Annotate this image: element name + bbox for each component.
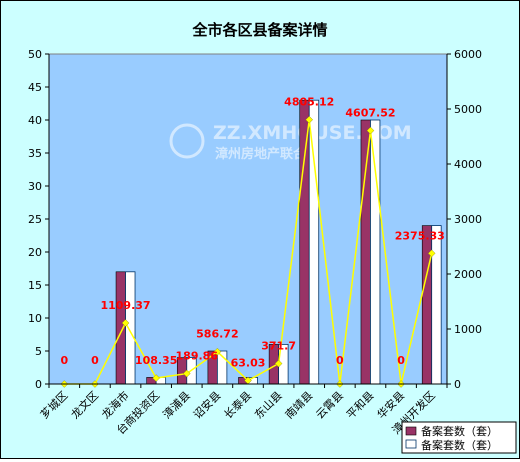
chart-title: 全市各区县备案详情 [191,21,327,39]
line-point [305,115,314,124]
y-tick-label-left: 25 [28,213,42,226]
x-tick-label: 南靖县 [283,389,316,422]
data-label: 371.7 [261,340,296,353]
y-tick-label-left: 35 [28,147,42,160]
y-tick-label-right: 2000 [454,268,482,281]
data-label: 0 [397,354,405,367]
line-point [366,126,375,135]
watermark-line2: 漳州房地产联合网 [215,146,319,162]
bar-series-1 [115,271,126,385]
line-point [274,359,283,368]
y-tick-label-right: 6000 [454,48,482,61]
data-label: 586.72 [196,328,238,341]
y-tick-label-left: 10 [28,312,42,325]
watermark-logo [169,123,205,159]
data-label: 0 [60,354,68,367]
data-label: 0 [336,354,344,367]
bar-series-2 [308,99,320,385]
y-tick-label-left: 30 [28,180,42,193]
legend-swatch-2 [405,439,417,449]
x-tick-label: 东山县 [252,389,285,422]
y-tick-label-right: 1000 [454,323,482,336]
data-label: 2375.33 [395,229,445,242]
bar-series-1 [421,225,432,385]
bar-series-1 [360,119,371,385]
y-tick-label-left: 40 [28,114,42,127]
y-tick-label-right: 0 [454,378,461,391]
x-tick-label: 云霄县 [313,389,346,422]
bar-series-2 [370,119,381,385]
y-tick-label-right: 3000 [454,213,482,226]
y-tick-label-left: 20 [28,246,42,259]
y-tick-label-right: 5000 [454,103,482,116]
legend-label-2: 备案套数（套） [421,438,498,452]
x-tick-label: 长泰县 [221,388,254,421]
data-label: 0 [91,354,99,367]
y-tick-label-left: 0 [35,378,42,391]
y-tick-label-right: 4000 [454,158,482,171]
y-tick-label-left: 5 [35,345,42,358]
data-label: 108.35 [135,354,177,367]
x-tick-label: 漳浦县 [160,388,193,421]
bar-series-2 [431,225,442,385]
data-label: 1109.37 [100,299,150,312]
y-tick-label-left: 45 [28,81,42,94]
line-point [182,369,191,378]
y-tick-label-left: 15 [28,279,42,292]
y-tick-label-left: 50 [28,48,42,61]
data-label: 63.03 [231,357,266,370]
line-point [121,319,130,327]
legend-box [401,421,517,454]
line-point [427,249,436,258]
line-point [152,374,160,382]
line-point [213,347,222,356]
legend-label-1: 备案套数（套） [421,424,498,438]
x-tick-label: 龙文区 [68,388,101,421]
legend-swatch-1 [405,426,417,436]
x-tick-label: 芗城区 [38,389,71,422]
data-label: 189.86 [176,350,219,363]
data-label: 4805.12 [284,96,334,109]
bar-series-1 [299,99,310,385]
x-tick-label: 平和县 [344,389,377,422]
x-tick-label: 诏安县 [190,388,223,421]
legend: 备案套数（套） 备案套数（套） [401,421,517,454]
plot-area [48,53,448,385]
data-label: 4607.52 [345,107,395,120]
bar-series-2 [125,271,136,385]
